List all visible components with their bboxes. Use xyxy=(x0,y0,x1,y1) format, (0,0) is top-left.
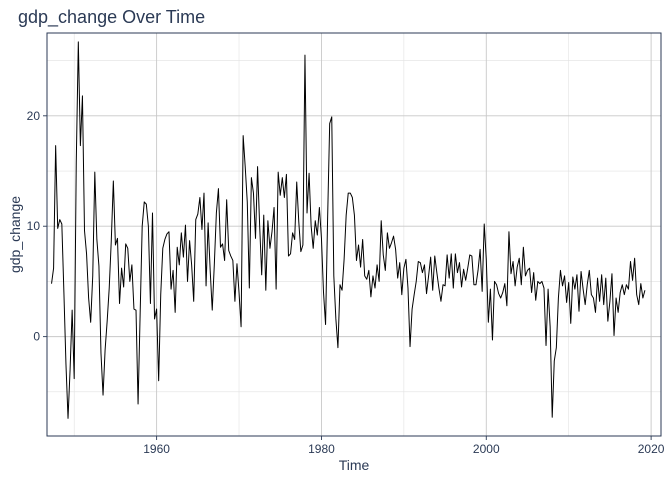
y-axis-title: gdp_change xyxy=(7,196,23,273)
gdp-change-series-line xyxy=(51,41,646,419)
x-tick-label: 2000 xyxy=(473,442,500,456)
x-axis-title: Time xyxy=(339,457,370,473)
y-tick-label: 10 xyxy=(27,219,41,233)
major-gridlines xyxy=(47,33,661,436)
y-tick-label: 0 xyxy=(33,330,40,344)
x-tick-label: 2020 xyxy=(638,442,665,456)
chart-title: gdp_change Over Time xyxy=(18,7,205,28)
x-tick-label: 1960 xyxy=(143,442,170,456)
plot-panel xyxy=(46,32,662,437)
panel-border xyxy=(46,32,662,437)
x-axis-ticks: 1960 1980 2000 2020 xyxy=(143,436,665,456)
y-tick-label: 20 xyxy=(27,109,41,123)
y-axis-ticks: 0 10 20 xyxy=(27,109,47,344)
minor-gridlines xyxy=(47,33,661,436)
x-tick-label: 1980 xyxy=(308,442,335,456)
